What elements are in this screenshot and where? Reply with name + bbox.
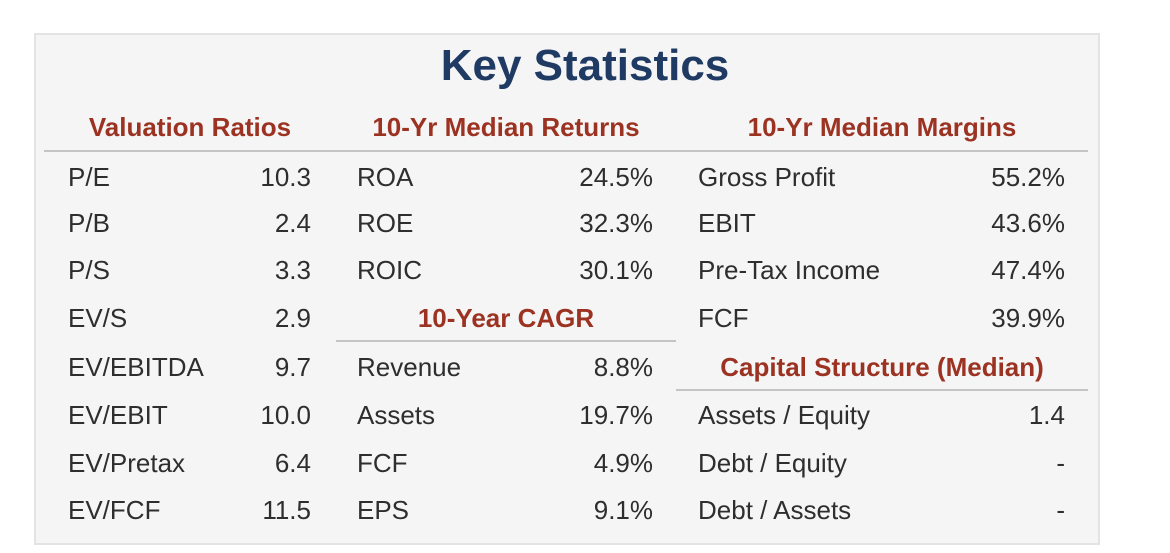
capital-row-debt-equity: Debt / Equity - [698, 443, 1065, 483]
valuation-row-ev-ebitda: EV/EBITDA 9.7 [68, 347, 311, 387]
valuation-value: 2.4 [274, 208, 311, 238]
cagr-header: 10-Year CAGR [417, 303, 595, 333]
valuation-value: 9.7 [274, 352, 311, 382]
cagr-value: 19.7% [579, 400, 653, 430]
valuation-row-ev-fcf: EV/FCF 11.5 [68, 490, 311, 530]
cagr-label: EPS [357, 495, 410, 525]
margins-row-fcf: FCF 39.9% [698, 298, 1065, 338]
capital-row-debt-assets: Debt / Assets - [698, 490, 1065, 530]
cagr-value: 9.1% [593, 495, 653, 525]
cagr-row-eps: EPS 9.1% [357, 490, 653, 530]
margins-row-ebit: EBIT 43.6% [698, 203, 1065, 243]
margins-label: EBIT [698, 208, 756, 238]
returns-row-roic: ROIC 30.1% [357, 250, 653, 290]
cagr-value: 8.8% [593, 352, 653, 382]
margins-value: 39.9% [991, 303, 1065, 333]
cagr-row-fcf: FCF 4.9% [357, 443, 653, 483]
margins-header: 10-Yr Median Margins [747, 112, 1017, 142]
returns-label: ROE [357, 208, 414, 238]
margins-value: 43.6% [991, 208, 1065, 238]
valuation-value: 6.4 [274, 448, 311, 478]
returns-row-roa: ROA 24.5% [357, 157, 653, 197]
valuation-label: EV/EBITDA [68, 352, 204, 382]
capital-value: 1.4 [1028, 400, 1065, 430]
cagr-label: Revenue [357, 352, 462, 382]
valuation-value: 3.3 [274, 255, 311, 285]
margins-value: 47.4% [991, 255, 1065, 285]
returns-label: ROA [357, 162, 414, 192]
capital-row-assets-equity: Assets / Equity 1.4 [698, 395, 1065, 435]
valuation-row-ev-pretax: EV/Pretax 6.4 [68, 443, 311, 483]
valuation-row-ps: P/S 3.3 [68, 250, 311, 290]
cagr-value: 4.9% [593, 448, 653, 478]
margins-label: Gross Profit [698, 162, 836, 192]
margins-row-gross-profit: Gross Profit 55.2% [698, 157, 1065, 197]
valuation-label: EV/EBIT [68, 400, 168, 430]
valuation-row-evs: EV/S 2.9 [68, 298, 311, 338]
page-title: Key Statistics [440, 41, 730, 90]
capital-value: - [1056, 495, 1065, 525]
valuation-value: 2.9 [274, 303, 311, 333]
valuation-value: 10.0 [260, 400, 311, 430]
margins-label: FCF [698, 303, 749, 333]
valuation-row-pb: P/B 2.4 [68, 203, 311, 243]
valuation-label: P/S [68, 255, 110, 285]
valuation-label: EV/Pretax [68, 448, 186, 478]
capital-label: Debt / Equity [698, 448, 847, 478]
capital-divider [676, 389, 1088, 391]
valuation-ratios-header: Valuation Ratios [88, 112, 292, 142]
returns-value: 24.5% [579, 162, 653, 192]
cagr-row-assets: Assets 19.7% [357, 395, 653, 435]
valuation-label: P/B [68, 208, 110, 238]
cagr-label: FCF [357, 448, 408, 478]
cagr-label: Assets [357, 400, 436, 430]
cagr-divider [336, 340, 676, 342]
valuation-value: 11.5 [262, 495, 311, 525]
returns-value: 30.1% [579, 255, 653, 285]
returns-label: ROIC [357, 255, 422, 285]
capital-structure-header: Capital Structure (Median) [720, 352, 1044, 382]
returns-row-roe: ROE 32.3% [357, 203, 653, 243]
margins-row-pretax-income: Pre-Tax Income 47.4% [698, 250, 1065, 290]
cagr-row-revenue: Revenue 8.8% [357, 347, 653, 387]
margins-label: Pre-Tax Income [698, 255, 881, 285]
header-divider [44, 150, 1088, 152]
valuation-row-pe: P/E 10.3 [68, 157, 311, 197]
valuation-row-ev-ebit: EV/EBIT 10.0 [68, 395, 311, 435]
returns-header: 10-Yr Median Returns [372, 112, 640, 142]
key-statistics-card [34, 33, 1100, 545]
returns-value: 32.3% [579, 208, 653, 238]
capital-label: Debt / Assets [698, 495, 852, 525]
valuation-label: EV/S [68, 303, 128, 333]
margins-value: 55.2% [991, 162, 1065, 192]
capital-label: Assets / Equity [698, 400, 870, 430]
capital-value: - [1056, 448, 1065, 478]
valuation-label: EV/FCF [68, 495, 161, 525]
valuation-label: P/E [68, 162, 110, 192]
valuation-value: 10.3 [260, 162, 311, 192]
